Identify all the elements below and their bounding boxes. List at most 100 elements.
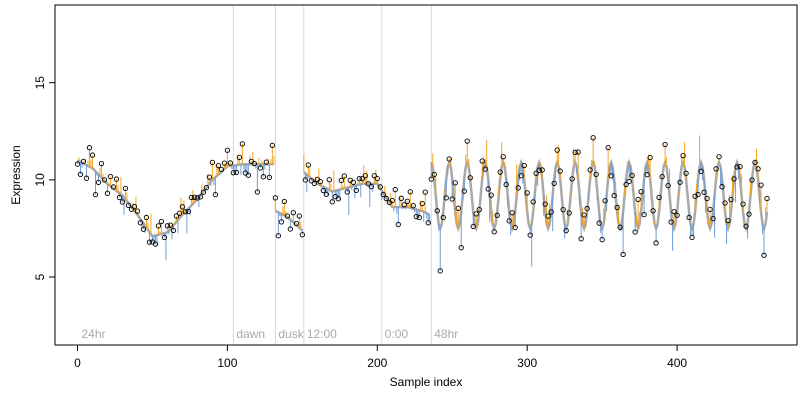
data-point	[566, 210, 572, 216]
x-tick-label: 0	[74, 356, 81, 370]
data-point	[275, 233, 281, 239]
data-point	[218, 166, 225, 173]
y-tick-label: 10	[33, 173, 47, 187]
data-point	[362, 173, 368, 179]
data-point	[398, 195, 404, 201]
data-point	[155, 223, 162, 229]
data-point	[725, 217, 731, 224]
data-point	[743, 223, 749, 229]
data-point	[617, 224, 623, 230]
data-point	[665, 182, 671, 189]
data-point	[287, 226, 293, 232]
data-point	[383, 195, 389, 202]
data-point	[410, 203, 416, 209]
data-point	[611, 192, 617, 199]
data-point	[380, 191, 386, 198]
data-point	[206, 174, 213, 180]
data-point	[674, 212, 680, 218]
x-tick-label: 300	[517, 356, 537, 370]
data-point	[89, 152, 96, 158]
data-point	[134, 208, 141, 214]
data-point	[320, 187, 326, 194]
data-point	[539, 167, 545, 173]
data-point	[755, 166, 761, 172]
residual-segments	[76, 135, 768, 271]
data-point	[278, 219, 284, 225]
data-point	[245, 172, 252, 178]
data-point	[110, 184, 117, 190]
data-point	[443, 195, 449, 201]
data-point	[449, 196, 455, 202]
data-point	[251, 160, 258, 167]
data-point	[434, 208, 440, 214]
data-point	[221, 160, 228, 166]
data-point	[455, 205, 461, 211]
data-point	[530, 199, 536, 205]
x-axis: 0 100 200 300 400	[74, 344, 687, 370]
data-point	[440, 214, 446, 221]
data-point	[368, 184, 374, 190]
data-point	[629, 172, 635, 179]
data-point	[191, 194, 198, 200]
data-point	[77, 171, 84, 178]
data-point	[608, 173, 614, 179]
data-point	[338, 177, 344, 184]
data-point	[701, 189, 707, 195]
data-point	[524, 190, 530, 196]
data-point	[335, 196, 341, 202]
data-point	[95, 179, 102, 186]
data-point	[197, 194, 204, 200]
data-point	[626, 178, 632, 185]
data-point	[704, 195, 710, 202]
data-point	[224, 147, 231, 153]
data-point	[764, 195, 770, 202]
data-point	[512, 224, 518, 231]
data-point	[317, 179, 323, 185]
data-point	[209, 159, 216, 166]
data-point	[236, 154, 243, 161]
data-point	[557, 168, 563, 174]
data-point	[632, 229, 638, 235]
data-point	[326, 177, 332, 183]
data-point	[311, 180, 317, 186]
data-point	[341, 173, 347, 179]
data-point	[533, 170, 539, 176]
data-point	[758, 182, 764, 188]
data-point	[194, 195, 201, 201]
data-point	[200, 189, 207, 195]
data-point	[359, 175, 365, 182]
data-point	[602, 198, 608, 204]
data-point	[689, 234, 695, 241]
data-point	[299, 232, 305, 238]
y-tick-label: 5	[33, 273, 47, 280]
data-point	[662, 141, 668, 148]
y-tick-label: 15	[33, 76, 47, 90]
data-point	[86, 145, 93, 151]
data-point	[263, 159, 270, 165]
data-point	[377, 184, 383, 190]
data-point	[761, 252, 767, 258]
data-point	[353, 187, 359, 194]
data-point	[503, 181, 509, 188]
data-point	[686, 214, 692, 221]
data-point	[746, 211, 752, 217]
data-point	[446, 156, 452, 162]
data-point	[158, 218, 165, 225]
data-point	[101, 177, 108, 183]
data-point	[719, 184, 725, 190]
data-point	[497, 169, 503, 175]
data-point	[584, 205, 590, 212]
data-point	[302, 177, 308, 183]
data-point	[122, 185, 129, 192]
data-point	[272, 195, 279, 201]
data-point	[146, 239, 153, 245]
data-point	[431, 171, 437, 178]
data-point	[173, 213, 180, 219]
data-point	[74, 161, 81, 167]
data-point	[569, 176, 575, 182]
data-point	[422, 189, 428, 195]
phase-label: 48hr	[434, 327, 458, 341]
data-point	[578, 236, 584, 242]
data-point	[407, 189, 413, 195]
data-point	[119, 199, 126, 205]
